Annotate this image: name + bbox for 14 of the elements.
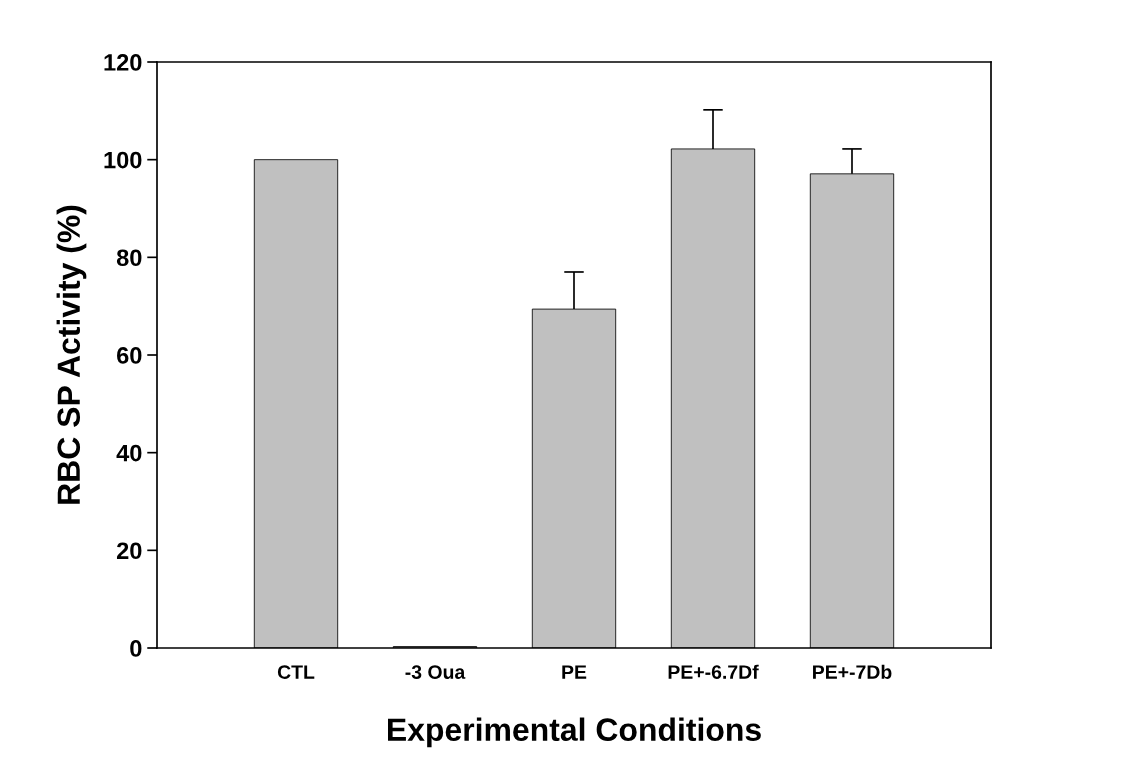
y-tick-label: 100: [104, 151, 142, 169]
y-tick-label: 20: [116, 542, 142, 560]
y-tick-label: 60: [117, 347, 142, 364]
y-tick-label: 80: [116, 249, 142, 267]
y-tick-label: 0: [130, 640, 142, 657]
x-tick-label: PE+-6.7Df: [668, 664, 759, 679]
x-tick-label: -3 Oua: [405, 665, 466, 679]
y-axis-title: RBC SP Activity (%): [56, 205, 87, 504]
y-tick-label: 120: [104, 54, 142, 71]
x-tick-label: PE+-7Db: [813, 664, 892, 679]
x-axis-title: Experimental Conditions: [388, 717, 761, 748]
x-tick-label: PE: [562, 665, 587, 679]
y-tick-label: 40: [116, 444, 142, 462]
x-tick-label: CTL: [277, 665, 315, 679]
